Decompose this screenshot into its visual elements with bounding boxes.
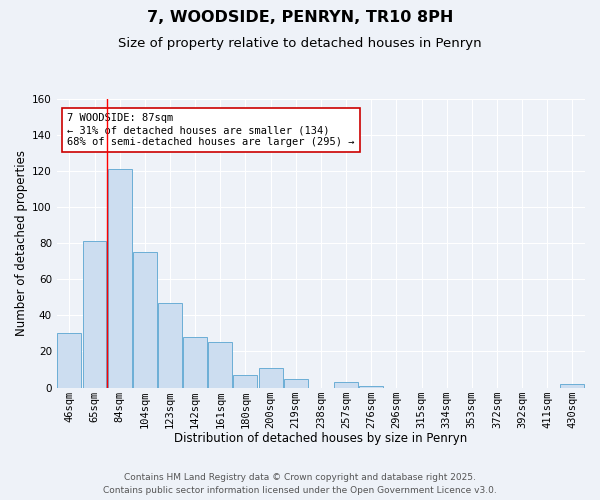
Bar bbox=[208, 342, 232, 388]
X-axis label: Distribution of detached houses by size in Penryn: Distribution of detached houses by size … bbox=[174, 432, 467, 445]
Bar bbox=[359, 386, 383, 388]
Bar bbox=[284, 378, 308, 388]
Text: 7, WOODSIDE, PENRYN, TR10 8PH: 7, WOODSIDE, PENRYN, TR10 8PH bbox=[147, 10, 453, 25]
Bar bbox=[158, 303, 182, 388]
Bar bbox=[133, 252, 157, 388]
Text: 7 WOODSIDE: 87sqm
← 31% of detached houses are smaller (134)
68% of semi-detache: 7 WOODSIDE: 87sqm ← 31% of detached hous… bbox=[67, 114, 355, 146]
Bar bbox=[183, 337, 207, 388]
Bar bbox=[233, 375, 257, 388]
Bar bbox=[58, 334, 82, 388]
Bar bbox=[259, 368, 283, 388]
Text: Contains HM Land Registry data © Crown copyright and database right 2025.
Contai: Contains HM Land Registry data © Crown c… bbox=[103, 474, 497, 495]
Bar bbox=[560, 384, 584, 388]
Bar bbox=[83, 242, 106, 388]
Bar bbox=[334, 382, 358, 388]
Text: Size of property relative to detached houses in Penryn: Size of property relative to detached ho… bbox=[118, 38, 482, 51]
Y-axis label: Number of detached properties: Number of detached properties bbox=[15, 150, 28, 336]
Bar bbox=[108, 170, 131, 388]
